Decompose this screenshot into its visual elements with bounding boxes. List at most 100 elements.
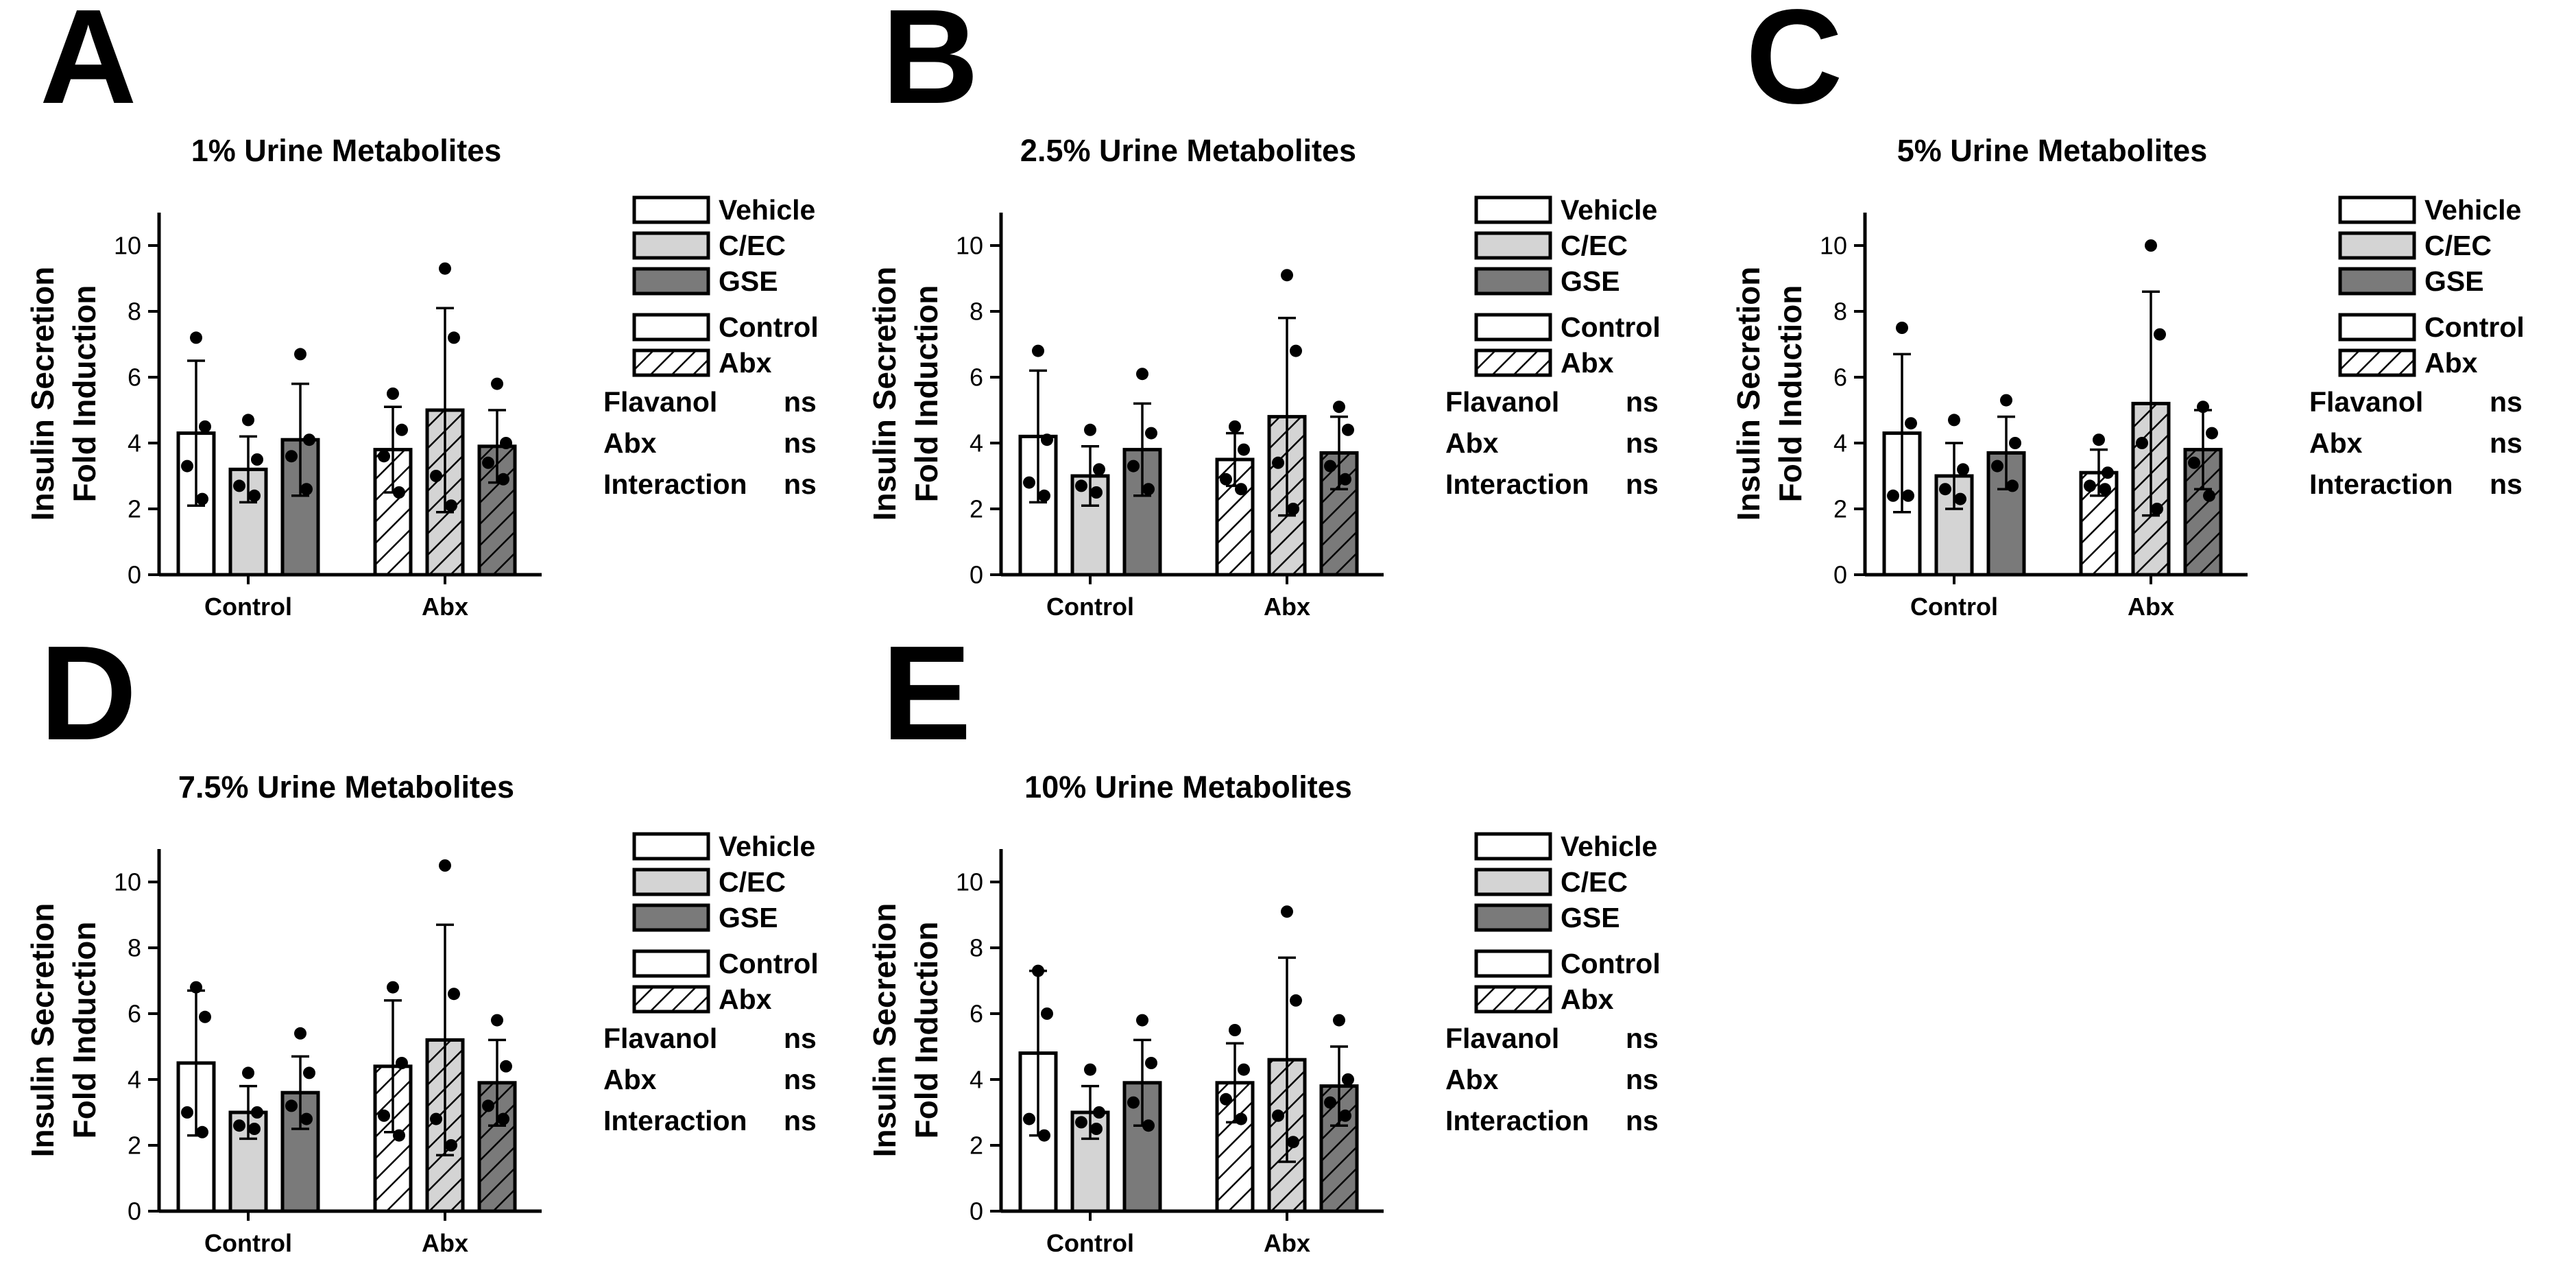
y-tick-label: 0 bbox=[970, 1197, 983, 1226]
data-point bbox=[1038, 1129, 1050, 1142]
data-point bbox=[190, 981, 202, 994]
panel-c: C 5% Urine Metabolites Insulin Secretion Fo… bbox=[1731, 0, 2525, 621]
data-point bbox=[393, 1129, 405, 1142]
legend-swatch bbox=[2338, 231, 2416, 260]
legend-label: Abx bbox=[719, 347, 772, 379]
y-axis-title-line-2: Fold Induction bbox=[1772, 285, 1808, 503]
legend-label: Control bbox=[1561, 311, 1661, 343]
legend-swatch bbox=[2338, 348, 2416, 377]
data-point bbox=[2197, 401, 2209, 414]
panel-d: D 7.5% Urine Metabolites Insulin Secretion… bbox=[25, 618, 819, 1257]
y-tick-label: 6 bbox=[128, 363, 141, 392]
stat-label: Interaction bbox=[603, 468, 747, 500]
data-point bbox=[285, 450, 298, 463]
y-tick-label: 2 bbox=[970, 1132, 983, 1160]
y-tick-label: 6 bbox=[970, 1000, 983, 1028]
data-point bbox=[196, 1125, 208, 1138]
stat-value: ns bbox=[1626, 1023, 1659, 1054]
legend-label: Control bbox=[1561, 948, 1661, 979]
data-point bbox=[190, 331, 202, 344]
data-point bbox=[300, 483, 313, 496]
y-tick-label: 6 bbox=[1833, 363, 1847, 392]
data-point bbox=[1032, 344, 1044, 357]
data-point bbox=[1041, 1007, 1053, 1020]
x-category-label: Abx bbox=[422, 1229, 468, 1257]
legend-label: C/EC bbox=[1561, 230, 1628, 261]
legend-swatch bbox=[632, 348, 710, 377]
legend-swatch bbox=[1474, 348, 1552, 377]
y-axis-title-line-1: Insulin Secretion bbox=[25, 267, 60, 521]
data-point bbox=[387, 981, 399, 994]
legend-swatch bbox=[1474, 832, 1552, 861]
x-category-label: Control bbox=[204, 593, 292, 621]
legend-label: C/EC bbox=[2424, 230, 2492, 261]
y-axis-title-line-2: Fold Induction bbox=[908, 922, 944, 1139]
panel-b: B 2.5% Urine Metabolites Insulin Secretion… bbox=[867, 0, 1661, 621]
data-point bbox=[1238, 1063, 1250, 1076]
data-point bbox=[1023, 1112, 1035, 1125]
data-point bbox=[1084, 1063, 1096, 1076]
y-axis-title-line-1: Insulin Secretion bbox=[867, 267, 902, 521]
data-point bbox=[2009, 437, 2021, 449]
panel-letter: B bbox=[882, 0, 979, 132]
panel-title: 2.5% Urine Metabolites bbox=[1020, 133, 1356, 168]
stat-value: ns bbox=[1626, 386, 1659, 418]
stat-value: ns bbox=[2490, 386, 2523, 418]
data-point bbox=[1272, 456, 1284, 469]
data-point bbox=[242, 1066, 254, 1079]
y-axis-title-line-2: Fold Induction bbox=[67, 285, 102, 503]
y-tick-label: 8 bbox=[970, 934, 983, 962]
y-tick-label: 2 bbox=[128, 495, 141, 523]
x-category-label: Control bbox=[1910, 593, 1998, 621]
y-axis-title-line-1: Insulin Secretion bbox=[867, 903, 902, 1158]
data-point bbox=[300, 1112, 313, 1125]
stat-label: Flavanol bbox=[1445, 386, 1559, 418]
legend-label: Control bbox=[719, 948, 819, 979]
stat-label: Abx bbox=[1445, 427, 1499, 459]
data-point bbox=[1220, 1093, 1232, 1106]
legend-label: Abx bbox=[2424, 347, 2478, 379]
legend-label: Control bbox=[2424, 311, 2525, 343]
data-point bbox=[500, 437, 512, 449]
data-point bbox=[2154, 328, 2166, 341]
data-point bbox=[2093, 433, 2105, 446]
y-tick-label: 10 bbox=[114, 868, 141, 896]
legend-swatch bbox=[632, 313, 710, 342]
data-point bbox=[387, 387, 399, 400]
stat-value: ns bbox=[1626, 1105, 1659, 1136]
data-point bbox=[491, 1014, 503, 1027]
data-point bbox=[2102, 466, 2114, 479]
data-point bbox=[1324, 460, 1336, 473]
data-point bbox=[1090, 486, 1103, 499]
data-point bbox=[1023, 476, 1035, 489]
y-tick-label: 6 bbox=[128, 1000, 141, 1028]
data-point bbox=[1905, 417, 1917, 430]
stat-label: Abx bbox=[603, 1064, 657, 1095]
panel-a: A 1% Urine Metabolites Insulin Secretion Fo… bbox=[25, 0, 819, 621]
legend-swatch bbox=[1474, 313, 1552, 342]
data-point bbox=[2099, 483, 2111, 496]
data-point bbox=[1902, 489, 1914, 502]
y-tick-label: 0 bbox=[128, 1197, 141, 1226]
y-tick-label: 2 bbox=[970, 495, 983, 523]
data-point bbox=[196, 492, 208, 505]
data-point bbox=[1041, 433, 1053, 446]
y-tick-label: 10 bbox=[114, 232, 141, 260]
data-point bbox=[248, 489, 261, 502]
stat-value: ns bbox=[2490, 427, 2523, 459]
data-point bbox=[378, 450, 390, 463]
panel-title: 5% Urine Metabolites bbox=[1897, 133, 2208, 168]
data-point bbox=[2084, 479, 2096, 492]
legend-swatch bbox=[632, 868, 710, 896]
data-point bbox=[1342, 423, 1354, 436]
stat-value: ns bbox=[784, 468, 817, 500]
y-tick-label: 4 bbox=[970, 429, 983, 457]
stat-value: ns bbox=[1626, 468, 1659, 500]
data-point bbox=[1136, 1014, 1148, 1027]
data-point bbox=[430, 1112, 442, 1125]
data-point bbox=[1229, 420, 1241, 433]
y-tick-label: 0 bbox=[1833, 561, 1847, 589]
stat-value: ns bbox=[1626, 427, 1659, 459]
legend-swatch bbox=[632, 231, 710, 260]
